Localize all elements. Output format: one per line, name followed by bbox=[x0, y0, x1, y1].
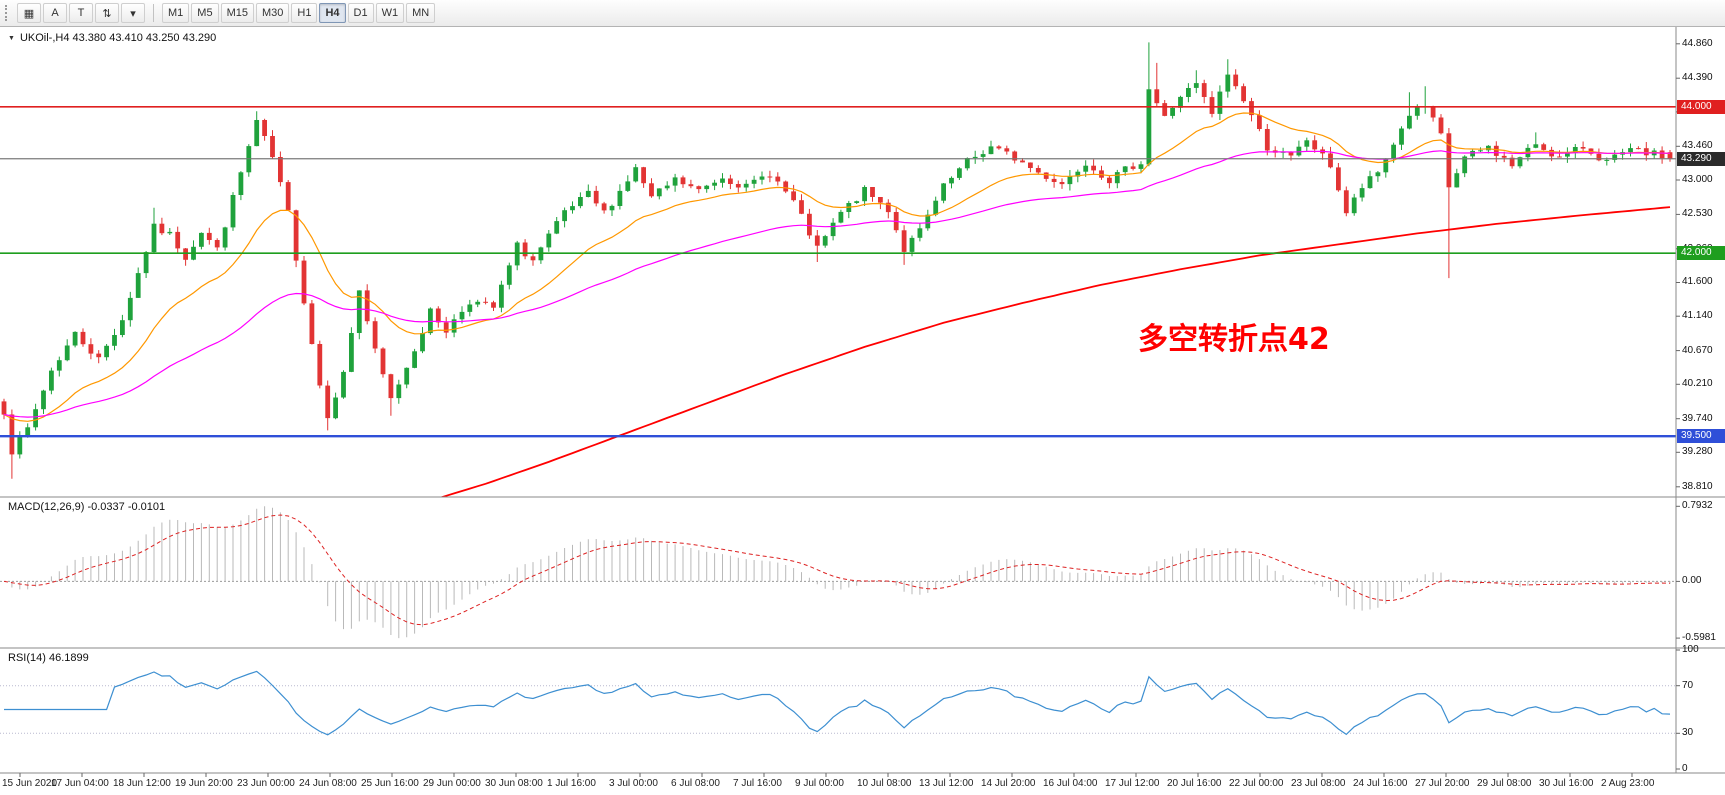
ma-fast-line bbox=[3, 112, 1671, 422]
toolbar-icon-buttons: ▦ A T ⇅ ▾ bbox=[17, 3, 145, 23]
macd-axis-label: -0.5981 bbox=[1682, 632, 1716, 644]
macd-plot bbox=[3, 506, 1671, 639]
macd-signal-line bbox=[3, 514, 1671, 626]
timeframe-button-h4[interactable]: H4 bbox=[319, 3, 346, 23]
chart-title-text: UKOil-,H4 43.380 43.410 43.250 43.290 bbox=[19, 32, 217, 44]
price-axis-label: 41.140 bbox=[1682, 310, 1713, 322]
time-axis-label: 2 Aug 23:00 bbox=[1601, 778, 1655, 789]
price-axis-label: 44.860 bbox=[1682, 37, 1713, 49]
rsi-line bbox=[4, 670, 1671, 736]
time-axis-label: 29 Jun 00:00 bbox=[423, 778, 481, 789]
rsi-axis-label: 100 bbox=[1682, 644, 1699, 655]
rsi-plot bbox=[4, 670, 1671, 736]
macd-axis-label: 0.7932 bbox=[1682, 500, 1713, 512]
time-axis-label: 14 Jul 20:00 bbox=[981, 778, 1036, 789]
macd-axis-label: 0.00 bbox=[1682, 575, 1702, 587]
time-axis-label: 23 Jun 00:00 bbox=[237, 778, 295, 789]
candle-bodies-down bbox=[1, 74, 1673, 455]
timeframe-buttons: M1 M5 M15 M30 H1 H4 D1 W1 MN bbox=[162, 3, 436, 23]
time-axis-label: 29 Jul 08:00 bbox=[1477, 778, 1532, 789]
price-badge-43.290: 43.290 bbox=[1677, 151, 1725, 166]
toolbar: ▦ A T ⇅ ▾ M1 M5 M15 M30 H1 H4 D1 W1 MN bbox=[0, 0, 1725, 27]
price-axis-label: 40.670 bbox=[1682, 344, 1713, 356]
time-axis-label: 20 Jul 16:00 bbox=[1167, 778, 1222, 789]
ma-slow-line bbox=[439, 206, 1671, 497]
time-axis-label: 17 Jul 12:00 bbox=[1105, 778, 1160, 789]
price-axis-label: 42.530 bbox=[1682, 208, 1713, 220]
text-tool-icon[interactable]: T bbox=[69, 3, 93, 23]
price-axis-label: 43.000 bbox=[1682, 174, 1713, 185]
rsi-axis-label: 70 bbox=[1682, 679, 1694, 691]
price-axis-label: 39.740 bbox=[1682, 412, 1713, 424]
rsi-axis-label: 30 bbox=[1682, 727, 1694, 739]
timeframe-button-w1[interactable]: W1 bbox=[375, 3, 405, 23]
time-axis-label: 30 Jul 16:00 bbox=[1539, 778, 1594, 789]
toolbar-drag-handle[interactable] bbox=[5, 5, 10, 21]
time-axis-label: 23 Jul 08:00 bbox=[1291, 778, 1346, 789]
time-axis-label: 7 Jul 16:00 bbox=[733, 778, 782, 789]
crosshair-tool-icon[interactable]: A bbox=[43, 3, 67, 23]
time-axis-label: 1 Jul 16:00 bbox=[547, 778, 596, 789]
rsi-axis-label: 0 bbox=[1682, 763, 1688, 774]
rsi-indicator-label: RSI(14) 46.1899 bbox=[8, 652, 89, 664]
time-axis-label: 27 Jul 20:00 bbox=[1415, 778, 1470, 789]
timeframe-button-m1[interactable]: M1 bbox=[162, 3, 190, 23]
timeframe-button-h1[interactable]: H1 bbox=[291, 3, 318, 23]
timeframe-button-mn[interactable]: MN bbox=[406, 3, 436, 23]
timeframe-button-m15[interactable]: M15 bbox=[220, 3, 254, 23]
candle-wicks-down bbox=[3, 62, 1671, 479]
scroll-arrows-icon[interactable]: ⇅ bbox=[95, 3, 119, 23]
time-axis-label: 30 Jun 08:00 bbox=[485, 778, 543, 789]
price-badge-39.500: 39.500 bbox=[1677, 429, 1725, 444]
price-badge-44.000: 44.000 bbox=[1677, 99, 1725, 114]
price-axis-label: 44.390 bbox=[1682, 72, 1713, 84]
expand-triangle-icon[interactable]: ▼ bbox=[8, 34, 15, 42]
dropdown-arrow-icon[interactable]: ▾ bbox=[121, 3, 145, 23]
price-axis-label: 40.210 bbox=[1682, 378, 1713, 390]
time-axis-label: 6 Jul 08:00 bbox=[671, 778, 720, 789]
time-axis-label: 3 Jul 00:00 bbox=[609, 778, 658, 789]
chart-title: ▼ UKOil-,H4 43.380 43.410 43.250 43.290 bbox=[8, 32, 216, 44]
time-axis-label: 19 Jun 20:00 bbox=[175, 778, 233, 789]
time-axis-label: 9 Jul 00:00 bbox=[795, 778, 844, 789]
time-axis-label: 10 Jul 08:00 bbox=[857, 778, 912, 789]
macd-histogram bbox=[11, 506, 1671, 639]
chart-window-icon[interactable]: ▦ bbox=[17, 3, 41, 23]
price-axis-label: 39.280 bbox=[1682, 446, 1713, 458]
main-chart-plot bbox=[1, 42, 1673, 497]
time-axis-label: 25 Jun 16:00 bbox=[361, 778, 419, 789]
time-axis-label: 24 Jun 08:00 bbox=[299, 778, 357, 789]
time-axis-label: 15 Jun 2020 bbox=[2, 778, 58, 789]
price-axis-label: 38.810 bbox=[1682, 480, 1713, 492]
timeframe-button-m30[interactable]: M30 bbox=[255, 3, 290, 23]
time-axis-label: 13 Jul 12:00 bbox=[919, 778, 974, 789]
time-axis-label: 22 Jul 00:00 bbox=[1229, 778, 1284, 789]
time-axis-label: 24 Jul 16:00 bbox=[1353, 778, 1408, 789]
time-axis-label: 17 Jun 04:00 bbox=[51, 778, 109, 789]
price-axis-label: 41.600 bbox=[1682, 276, 1713, 288]
candle-wicks-up bbox=[19, 42, 1655, 459]
time-axis-label: 18 Jun 12:00 bbox=[113, 778, 171, 789]
timeframe-button-d1[interactable]: D1 bbox=[347, 3, 374, 23]
macd-indicator-label: MACD(12,26,9) -0.0337 -0.0101 bbox=[8, 501, 166, 513]
chart-text-annotation[interactable]: 多空转折点42 bbox=[1138, 322, 1330, 357]
time-axis[interactable]: 15 Jun 2020 17 Jun 04:00 18 Jun 12:00 19 Ju… bbox=[0, 774, 1676, 795]
toolbar-separator bbox=[153, 4, 154, 22]
price-axis[interactable]: 44.86044.39043.93043.46043.00042.53042.0… bbox=[1677, 0, 1725, 774]
price-axis-label: 43.460 bbox=[1682, 140, 1713, 152]
time-axis-label: 16 Jul 04:00 bbox=[1043, 778, 1098, 789]
timeframe-button-m5[interactable]: M5 bbox=[191, 3, 219, 23]
price-badge-42.000: 42.000 bbox=[1677, 246, 1725, 261]
ma-mid-line bbox=[3, 150, 1671, 418]
